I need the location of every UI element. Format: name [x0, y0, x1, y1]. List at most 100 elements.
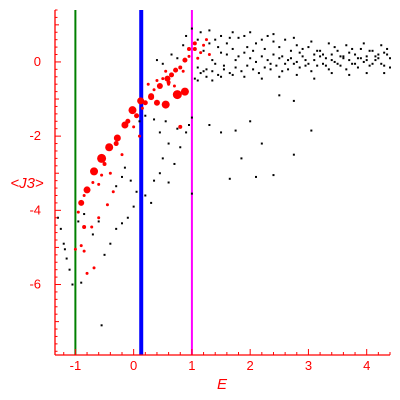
background-point [176, 57, 179, 60]
background-point [307, 46, 310, 49]
background-point [129, 179, 132, 182]
background-point [266, 34, 269, 37]
background-point [56, 216, 59, 219]
highlighted-point [173, 67, 179, 73]
background-point [301, 55, 304, 58]
highlighted-point [90, 167, 99, 176]
highlighted-point [181, 69, 185, 73]
background-point [389, 57, 391, 60]
highlighted-point [172, 90, 182, 100]
y-tick-label: 0 [34, 54, 41, 69]
background-point [80, 281, 83, 284]
background-point [301, 47, 304, 50]
background-point [249, 31, 252, 34]
background-point-series [56, 27, 391, 327]
highlighted-point [161, 77, 165, 81]
background-point [211, 59, 214, 62]
background-point [272, 40, 275, 43]
background-point [91, 233, 94, 236]
highlighted-point [128, 106, 137, 115]
background-point [190, 27, 193, 30]
background-point [158, 131, 161, 134]
background-point [304, 64, 307, 67]
background-point [153, 118, 156, 121]
background-point [246, 46, 249, 49]
background-point [121, 175, 123, 178]
highlighted-point [113, 134, 121, 142]
highlighted-point [91, 181, 95, 184]
x-axis-label: E [217, 376, 228, 393]
background-point [295, 60, 298, 63]
highlighted-point [187, 46, 191, 51]
background-point [252, 68, 255, 71]
background-point [188, 124, 190, 126]
background-point [62, 242, 65, 245]
background-point [138, 120, 141, 123]
background-point [126, 216, 129, 219]
background-point [377, 57, 380, 60]
background-point [167, 181, 170, 184]
background-point [356, 66, 359, 69]
background-point [237, 55, 240, 58]
highlighted-point [79, 244, 83, 248]
background-point [260, 38, 263, 41]
background-point [354, 53, 357, 56]
background-point [272, 174, 275, 177]
highlighted-point [187, 54, 191, 58]
background-point [228, 177, 231, 180]
background-point [100, 324, 103, 327]
highlighted-point [137, 134, 141, 138]
x-ticks: -1 0 1 2 3 4 [63, 349, 391, 373]
background-point [281, 55, 284, 58]
highlighted-point [140, 106, 144, 110]
background-point [240, 70, 243, 73]
highlighted-point-series [73, 38, 211, 275]
background-point [103, 253, 106, 256]
background-point [374, 55, 377, 58]
background-point [339, 55, 342, 58]
background-point [313, 53, 316, 56]
background-point [260, 142, 263, 145]
axes: -1 0 1 2 3 4 0 -2 -4 -6 [29, 9, 391, 373]
background-point [231, 47, 234, 50]
background-point [316, 64, 319, 67]
background-point [182, 44, 185, 47]
background-point [386, 47, 389, 50]
background-point [380, 62, 383, 65]
highlighted-point [78, 199, 85, 206]
highlighted-point [204, 38, 208, 42]
background-point [190, 192, 193, 195]
background-point [231, 73, 234, 76]
x-tick-label: -1 [70, 358, 82, 373]
highlighted-point [152, 88, 156, 92]
background-point [295, 73, 298, 76]
background-point [333, 60, 336, 63]
background-point [307, 62, 310, 65]
vertical-lines [74, 10, 193, 355]
background-point [377, 53, 380, 56]
background-point [324, 57, 327, 60]
background-point [205, 68, 208, 71]
background-point [260, 55, 263, 58]
highlighted-point [180, 87, 189, 96]
background-point [243, 34, 246, 37]
highlighted-point [97, 216, 101, 220]
background-point [339, 64, 342, 67]
background-point [319, 49, 322, 52]
background-point [333, 46, 336, 49]
highlighted-point [73, 247, 77, 251]
highlighted-point [83, 186, 91, 194]
highlighted-point [172, 84, 176, 88]
x-tick-label: 4 [363, 358, 370, 373]
background-point [243, 75, 246, 78]
background-point [161, 157, 164, 160]
highlighted-point [82, 193, 86, 197]
background-point [263, 66, 266, 69]
highlighted-point [76, 210, 80, 214]
highlighted-point [105, 143, 114, 152]
background-point [202, 49, 205, 52]
background-point [202, 70, 205, 73]
highlighted-point [146, 82, 150, 86]
background-point [83, 213, 86, 216]
highlighted-point [182, 57, 188, 63]
